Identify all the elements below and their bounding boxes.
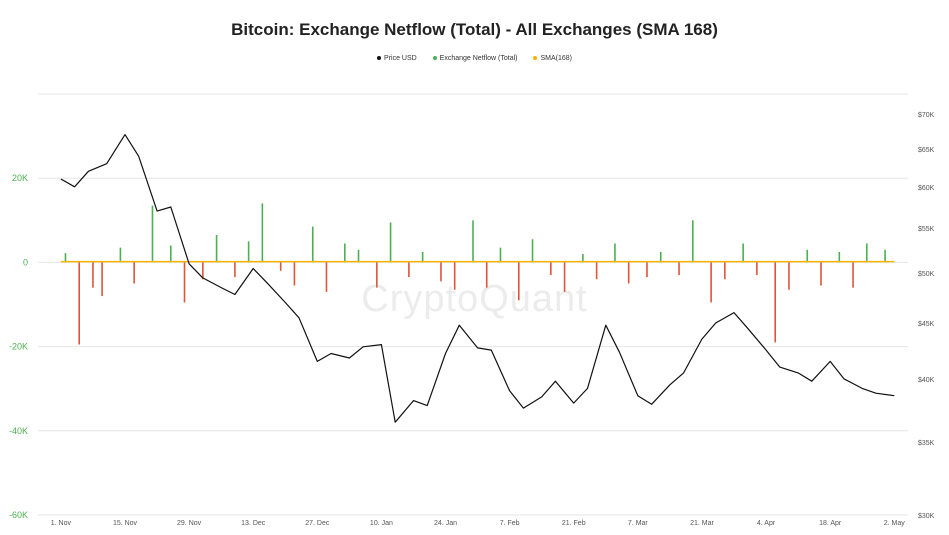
x-tick-label: 15. Nov (113, 520, 138, 527)
x-tick-label: 18. Apr (819, 520, 842, 527)
x-tick-label: 24. Jan (434, 520, 457, 527)
x-tick-label: 21. Feb (562, 520, 586, 527)
x-tick-label: 2. May (884, 520, 906, 527)
y-left-tick-label: -60K (9, 510, 28, 520)
y-axis-left: 20K 0 -20K -40K -60K (9, 173, 28, 520)
legend-dot-sma (533, 56, 538, 61)
y-left-tick-label: -20K (9, 342, 28, 352)
y-right-tick-label: $55K (918, 226, 935, 233)
y-right-tick-label: $40K (918, 377, 935, 384)
x-tick-label: 13. Dec (241, 520, 266, 527)
y-left-tick-label: -40K (9, 426, 28, 436)
y-right-tick-label: $70K (918, 112, 935, 119)
netflow-bars (64, 203, 886, 345)
y-right-tick-label: $50K (918, 271, 935, 278)
x-tick-label: 10. Jan (370, 520, 393, 527)
x-tick-label: 4. Apr (757, 520, 776, 527)
y-right-tick-label: $30K (918, 513, 935, 520)
y-right-tick-label: $65K (918, 147, 935, 154)
legend-label-netflow: Exchange Netflow (Total) (439, 55, 518, 62)
y-right-tick-label: $45K (918, 321, 935, 328)
x-tick-label: 7. Feb (500, 520, 520, 527)
x-tick-label: 29. Nov (177, 520, 202, 527)
legend-item-price[interactable]: Price USD (377, 55, 417, 62)
legend-dot-netflow (432, 56, 437, 61)
y-axis-right: $70K $65K $60K $55K $50K $45K $40K $35K $30K (918, 112, 935, 520)
legend-item-netflow[interactable]: Exchange Netflow (Total) (432, 55, 518, 62)
legend: Price USD Exchange Netflow (Total) SMA(1… (0, 55, 949, 62)
y-right-tick-label: $60K (918, 185, 935, 192)
x-axis: 1. Nov 15. Nov 29. Nov 13. Dec 27. Dec 10. Ja… (51, 520, 905, 527)
x-tick-label: 1. Nov (51, 520, 72, 527)
legend-label-price: Price USD (384, 55, 417, 62)
x-tick-label: 21. Mar (690, 520, 714, 527)
watermark: CryptoQuant (361, 278, 588, 320)
price-line-group (60, 134, 895, 423)
y-left-tick-label: 20K (12, 173, 28, 183)
legend-dot-price (377, 56, 382, 61)
y-right-tick-label: $35K (918, 440, 935, 447)
x-tick-label: 27. Dec (305, 520, 330, 527)
legend-item-sma[interactable]: SMA(168) (533, 55, 572, 62)
price-line (60, 134, 895, 423)
x-tick-label: 7. Mar (628, 520, 649, 527)
chart-title: Bitcoin: Exchange Netflow (Total) - All … (231, 20, 718, 39)
legend-label-sma: SMA(168) (540, 55, 572, 62)
y-left-tick-label: 0 (23, 257, 28, 267)
